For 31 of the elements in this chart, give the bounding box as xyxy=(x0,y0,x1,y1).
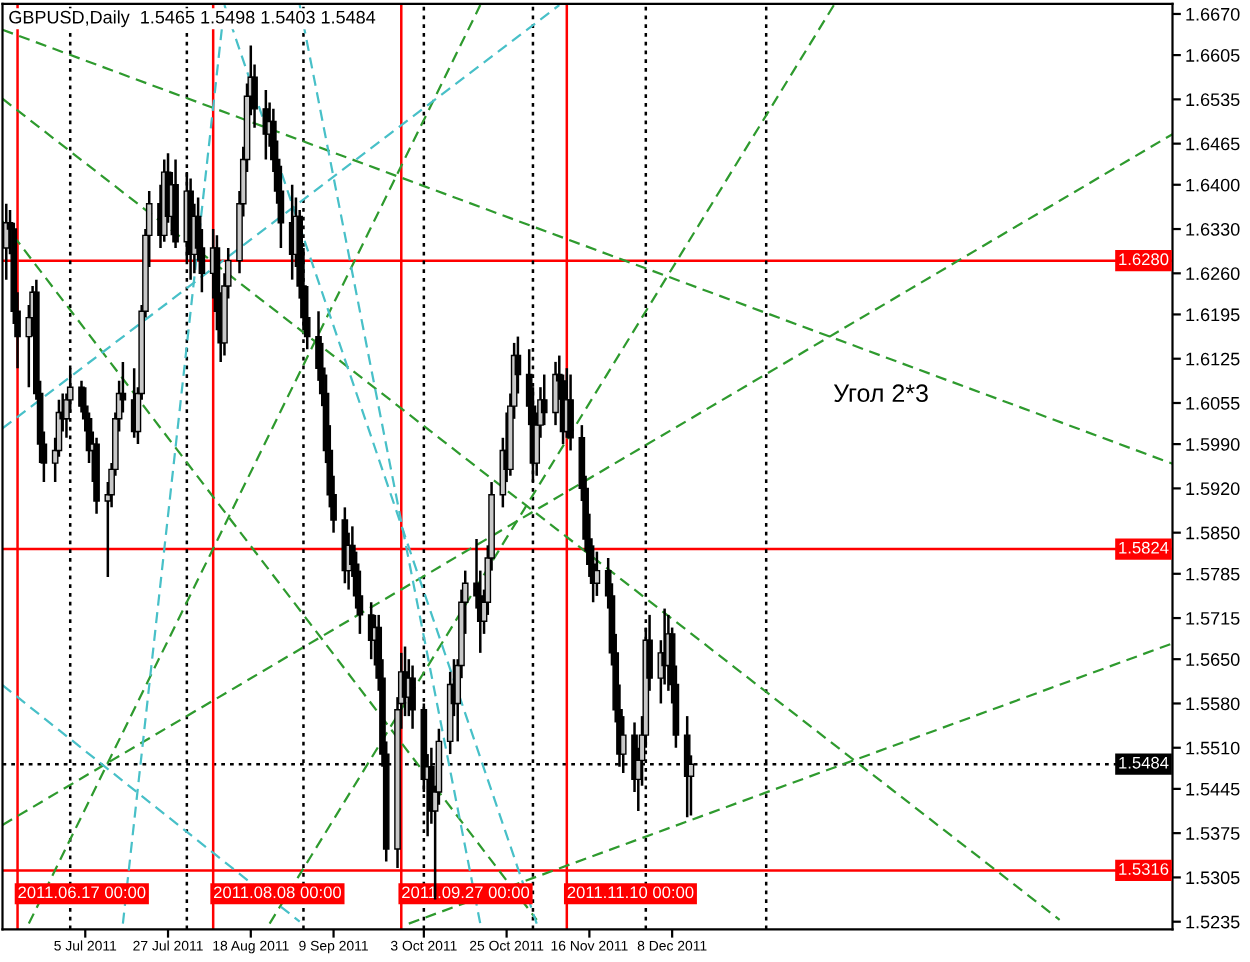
y-tick-label: 1.6535 xyxy=(1186,93,1240,107)
ref-line-label: 1.5484 xyxy=(1119,756,1169,769)
ref-line-label: 2011.11.10 00:00 xyxy=(567,886,694,899)
chart-title: GBPUSD,Daily 1.5465 1.5498 1.5403 1.5484 xyxy=(9,10,376,28)
y-tick-label: 1.6605 xyxy=(1186,49,1240,62)
y-tick-label: 1.5445 xyxy=(1186,782,1240,796)
y-tick-label: 1.5785 xyxy=(1186,567,1240,581)
y-tick-label: 1.6055 xyxy=(1186,396,1240,410)
y-tick-label: 1.5920 xyxy=(1186,482,1240,496)
y-tick-label: 1.6195 xyxy=(1186,308,1240,322)
y-tick-label: 1.6125 xyxy=(1186,352,1240,366)
y-tick-label: 1.5305 xyxy=(1186,871,1240,885)
y-tick-label: 1.5715 xyxy=(1186,612,1240,625)
y-tick-label: 1.5375 xyxy=(1186,827,1240,840)
y-tick-label: 1.5235 xyxy=(1186,915,1240,929)
y-tick-label: 1.5510 xyxy=(1186,741,1240,755)
ref-line-label: 1.5824 xyxy=(1119,541,1169,554)
y-tick-label: 1.6400 xyxy=(1186,178,1240,192)
y-tick-label: 1.5850 xyxy=(1186,526,1240,540)
y-tick-label: 1.6330 xyxy=(1186,222,1240,236)
annotation: Угол 2*3 xyxy=(833,384,928,403)
y-tick-label: 1.6465 xyxy=(1186,137,1240,151)
y-tick-label: 1.5650 xyxy=(1186,653,1240,666)
ref-line-label: 1.5316 xyxy=(1119,863,1169,875)
y-tick-label: 1.6260 xyxy=(1186,267,1240,281)
ref-line-label: 2011.08.08 00:00 xyxy=(214,886,342,899)
ref-line-label: 2011.06.17 00:00 xyxy=(18,886,146,899)
y-tick-label: 1.6670 xyxy=(1186,7,1240,21)
y-tick-label: 1.5990 xyxy=(1186,438,1240,451)
y-tick-label: 1.5580 xyxy=(1186,697,1240,711)
ref-line-label: 1.6280 xyxy=(1119,253,1169,266)
